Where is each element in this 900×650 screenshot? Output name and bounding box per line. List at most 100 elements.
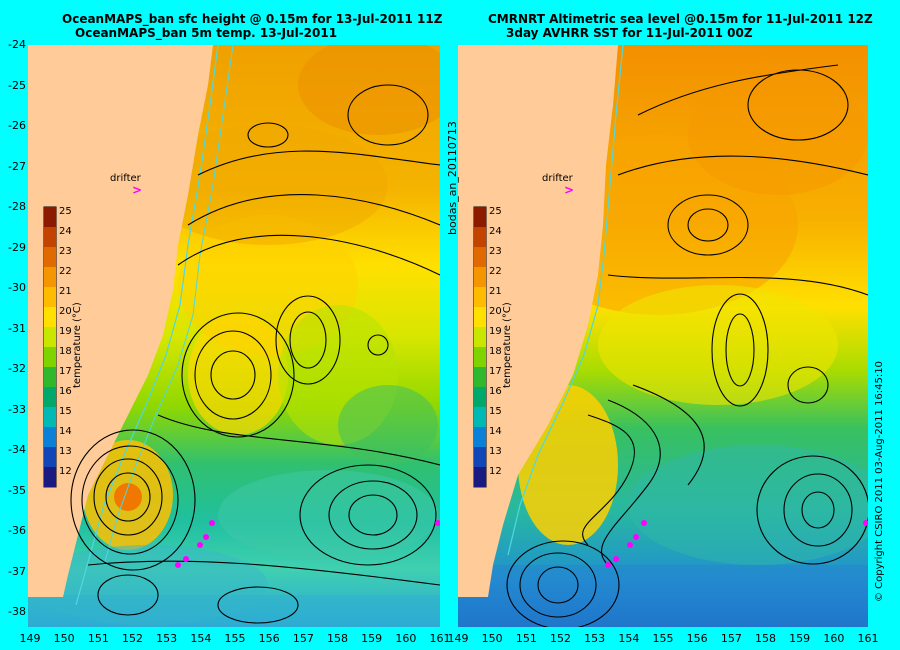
colorbar-swatch	[474, 327, 486, 348]
lat-tick-label: -38	[8, 605, 26, 618]
colorbar-swatch	[44, 467, 56, 488]
lon-tick-label-left: 153	[156, 632, 178, 645]
colorbar-swatch	[44, 227, 56, 248]
colorbar-tick-label: 23	[489, 246, 502, 257]
colorbar-swatch	[44, 207, 56, 228]
colorbar-tick-label: 25	[489, 206, 502, 217]
colorbar-swatch	[474, 307, 486, 328]
colorbar-tick-label: 22	[59, 266, 72, 277]
lon-tick-label-left: 151	[87, 632, 109, 645]
lat-tick-label: -27	[8, 159, 26, 173]
lon-tick-label-right: 159	[789, 632, 811, 645]
lon-tick-label-right: 156	[686, 632, 708, 645]
lat-tick-label: -28	[8, 200, 26, 213]
lat-tick-label: -33	[8, 402, 26, 416]
colorbar-tick-label: 21	[489, 286, 502, 297]
lon-tick-label-left: 159	[361, 632, 383, 645]
colorbar-tick-label: 22	[489, 266, 502, 277]
colorbar-tick-label: 25	[59, 206, 72, 217]
lon-tick-label-right: 160	[823, 632, 845, 645]
lat-tick-label: -29	[8, 240, 26, 254]
landmass-left	[28, 45, 213, 597]
colorbar-tick-label: 20	[59, 306, 72, 317]
lon-tick-label-left: 161	[429, 632, 451, 645]
colorbar-tick-label: 12	[59, 466, 72, 477]
colorbar-swatch	[44, 267, 56, 288]
lon-tick-label-right: 153	[584, 632, 606, 645]
lat-tick-label: -26	[8, 119, 26, 132]
colorbar-label: temperature (°C)	[502, 302, 513, 388]
colorbar-tick-label: 13	[489, 446, 502, 457]
lon-tick-label-right: 158	[755, 632, 776, 645]
colorbar-swatch	[44, 447, 56, 468]
colorbar-swatch	[474, 467, 486, 488]
colorbar-tick-label: 15	[59, 406, 72, 417]
colorbar-swatch	[44, 367, 56, 388]
lat-tick-label: -36	[8, 524, 26, 537]
lon-tick-label-right: 151	[515, 632, 537, 645]
lon-tick-label-left: 158	[327, 632, 348, 645]
colorbar-tick-label: 16	[489, 386, 502, 397]
lat-tick-label: -24	[8, 38, 26, 51]
drifter-track-right	[605, 520, 868, 568]
lon-tick-label-left: 150	[53, 632, 75, 645]
contours-right	[506, 64, 868, 627]
colorbar-swatch	[44, 407, 56, 428]
lon-tick-label-left: 160	[395, 632, 417, 645]
colorbar-swatch	[44, 307, 56, 328]
lat-tick-label: -25	[8, 78, 26, 92]
lon-tick-label-right: 157	[720, 632, 742, 645]
lon-tick-label-left: 152	[122, 632, 143, 645]
right-title-line1: CMRNRT Altimetric sea level @0.15m for 1…	[488, 12, 873, 26]
colorbar-tick-label: 19	[489, 326, 502, 337]
colorbar-swatch	[44, 327, 56, 348]
lat-tick-label: -37	[8, 564, 26, 578]
colorbar-tick-label: 14	[489, 426, 502, 437]
colorbar-swatch	[474, 367, 486, 388]
colorbar-tick-label: 18	[489, 346, 502, 357]
colorbar-swatch	[44, 427, 56, 448]
right-map: drifter >	[458, 45, 868, 627]
colorbar-swatch	[474, 287, 486, 308]
colorbar-tick-label: 24	[489, 226, 502, 237]
drifter-marker-right: >	[564, 183, 574, 197]
colorbar-tick-label: 24	[59, 226, 72, 237]
colorbar-tick-label: 23	[59, 246, 72, 257]
landmass-right	[458, 45, 618, 597]
colorbar-swatch	[474, 427, 486, 448]
left-title-line2: OceanMAPS_ban 5m temp. 13-Jul-2011	[75, 26, 338, 40]
contours-left	[70, 84, 440, 624]
lat-tick-label: -34	[8, 443, 26, 456]
colorbar-swatch	[474, 347, 486, 368]
colorbar-tick-label: 17	[489, 366, 502, 377]
colorbar-swatch	[474, 387, 486, 408]
copyright-label: © Copyright CSIRO 2011 03-Aug-2011 16:45…	[874, 361, 885, 602]
left-title-line1: OceanMAPS_ban sfc height @ 0.15m for 13-…	[62, 12, 443, 26]
colorbar-swatch	[44, 247, 56, 268]
colorbar-tick-label: 21	[59, 286, 72, 297]
drifter-marker-left: >	[132, 183, 142, 197]
colorbar-tick-label: 15	[489, 406, 502, 417]
isobath-left	[75, 45, 219, 606]
lat-tick-label: -31	[8, 321, 26, 335]
colorbar-swatch	[44, 287, 56, 308]
colorbar-tick-label: 12	[489, 466, 502, 477]
colorbar-swatch	[474, 407, 486, 428]
colorbar-tick-label: 20	[489, 306, 502, 317]
colorbar-tick-label: 19	[59, 326, 72, 337]
lon-tick-label-left: 154	[190, 632, 212, 645]
right-title-line2: 3day AVHRR SST for 11-Jul-2011 00Z	[506, 26, 753, 40]
colorbar-right	[473, 206, 487, 488]
lat-tick-label: -32	[8, 362, 26, 375]
colorbar-tick-label: 18	[59, 346, 72, 357]
lon-tick-label-left: 155	[224, 632, 246, 645]
colorbar-tick-label: 17	[59, 366, 72, 377]
lon-tick-label-right: 161	[857, 632, 879, 645]
colorbar-swatch	[44, 387, 56, 408]
isobath-right	[507, 45, 624, 556]
lon-tick-label-left: 157	[292, 632, 314, 645]
drifter-track-left	[175, 520, 440, 568]
lon-tick-label-left: 156	[258, 632, 280, 645]
colorbar-swatch	[474, 447, 486, 468]
colorbar-swatch	[474, 207, 486, 228]
